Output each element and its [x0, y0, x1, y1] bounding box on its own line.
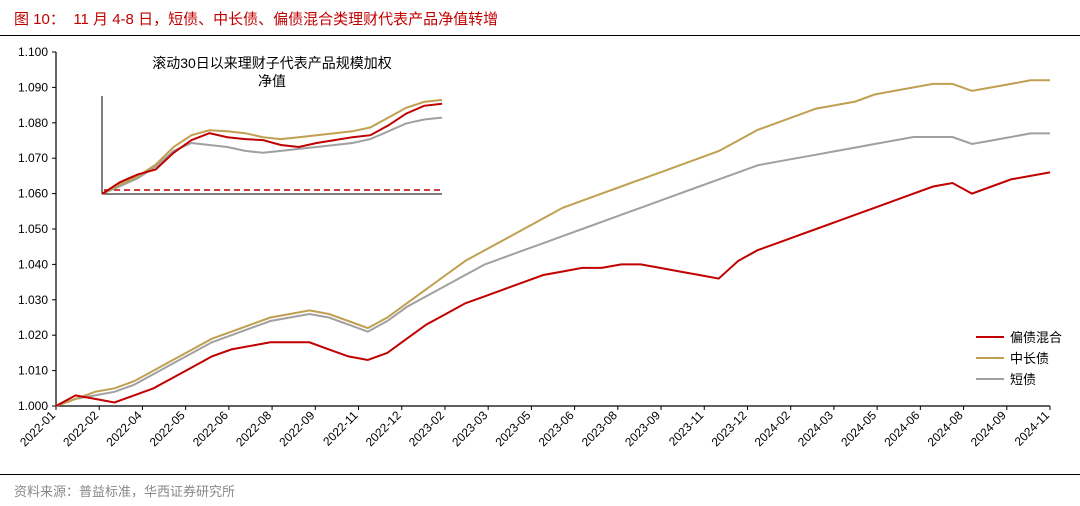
svg-text:2023-09: 2023-09 [622, 408, 663, 449]
figure-title-bar: 图 10： 11 月 4-8 日，短债、中长债、偏债混合类理财代表产品净值转增 [0, 0, 1080, 36]
legend-label: 中长债 [1010, 348, 1049, 367]
svg-text:2023-12: 2023-12 [709, 408, 750, 449]
legend-item: 偏债混合 [976, 327, 1062, 346]
svg-text:2024-09: 2024-09 [968, 408, 1009, 449]
svg-text:1.090: 1.090 [18, 80, 48, 94]
svg-text:2024-11: 2024-11 [1012, 408, 1053, 449]
legend-label: 短债 [1010, 369, 1036, 388]
svg-text:2023-02: 2023-02 [406, 408, 447, 449]
svg-text:2022-12: 2022-12 [363, 408, 404, 449]
legend-item: 短债 [976, 369, 1062, 388]
figure-source: 资料来源：普益标准，华西证券研究所 [0, 474, 1080, 506]
svg-text:2023-11: 2023-11 [666, 408, 707, 449]
svg-text:2022-09: 2022-09 [276, 408, 317, 449]
svg-text:1.000: 1.000 [18, 399, 48, 413]
svg-text:2022-02: 2022-02 [60, 408, 101, 449]
svg-text:2022-05: 2022-05 [147, 408, 188, 449]
legend-swatch [976, 378, 1004, 380]
figure-label: 图 10： [14, 11, 65, 28]
svg-text:1.020: 1.020 [18, 328, 48, 342]
legend-swatch [976, 357, 1004, 359]
legend-swatch [976, 336, 1004, 338]
svg-text:2024-03: 2024-03 [795, 408, 836, 449]
svg-text:1.060: 1.060 [18, 187, 48, 201]
svg-text:2024-02: 2024-02 [752, 408, 793, 449]
svg-text:1.070: 1.070 [18, 151, 48, 165]
svg-text:2024-06: 2024-06 [881, 408, 922, 449]
svg-text:2023-06: 2023-06 [536, 408, 577, 449]
svg-text:1.030: 1.030 [18, 293, 48, 307]
svg-text:2024-08: 2024-08 [925, 408, 966, 449]
svg-text:2023-08: 2023-08 [579, 408, 620, 449]
svg-text:1.040: 1.040 [18, 257, 48, 271]
svg-text:2023-03: 2023-03 [449, 408, 490, 449]
legend: 偏债混合 中长债 短债 [976, 325, 1062, 390]
svg-text:2022-08: 2022-08 [233, 408, 274, 449]
legend-label: 偏债混合 [1010, 327, 1062, 346]
svg-text:1.050: 1.050 [18, 222, 48, 236]
svg-text:1.100: 1.100 [18, 45, 48, 59]
main-chart: 1.0001.0101.0201.0301.0401.0501.0601.070… [50, 46, 1060, 466]
svg-text:1.010: 1.010 [18, 364, 48, 378]
figure-title: 11 月 4-8 日，短债、中长债、偏债混合类理财代表产品净值转增 [73, 11, 498, 28]
svg-text:2022-06: 2022-06 [190, 408, 231, 449]
svg-text:2022-04: 2022-04 [104, 408, 145, 449]
svg-text:净值: 净值 [258, 73, 286, 89]
svg-text:2022-01: 2022-01 [17, 408, 58, 449]
svg-text:滚动30日以来理财子代表产品规模加权: 滚动30日以来理财子代表产品规模加权 [152, 55, 392, 71]
legend-item: 中长债 [976, 348, 1062, 367]
svg-text:2024-05: 2024-05 [838, 408, 879, 449]
svg-text:2022-11: 2022-11 [320, 408, 361, 449]
svg-text:1.080: 1.080 [18, 116, 48, 130]
svg-text:2023-05: 2023-05 [492, 408, 533, 449]
